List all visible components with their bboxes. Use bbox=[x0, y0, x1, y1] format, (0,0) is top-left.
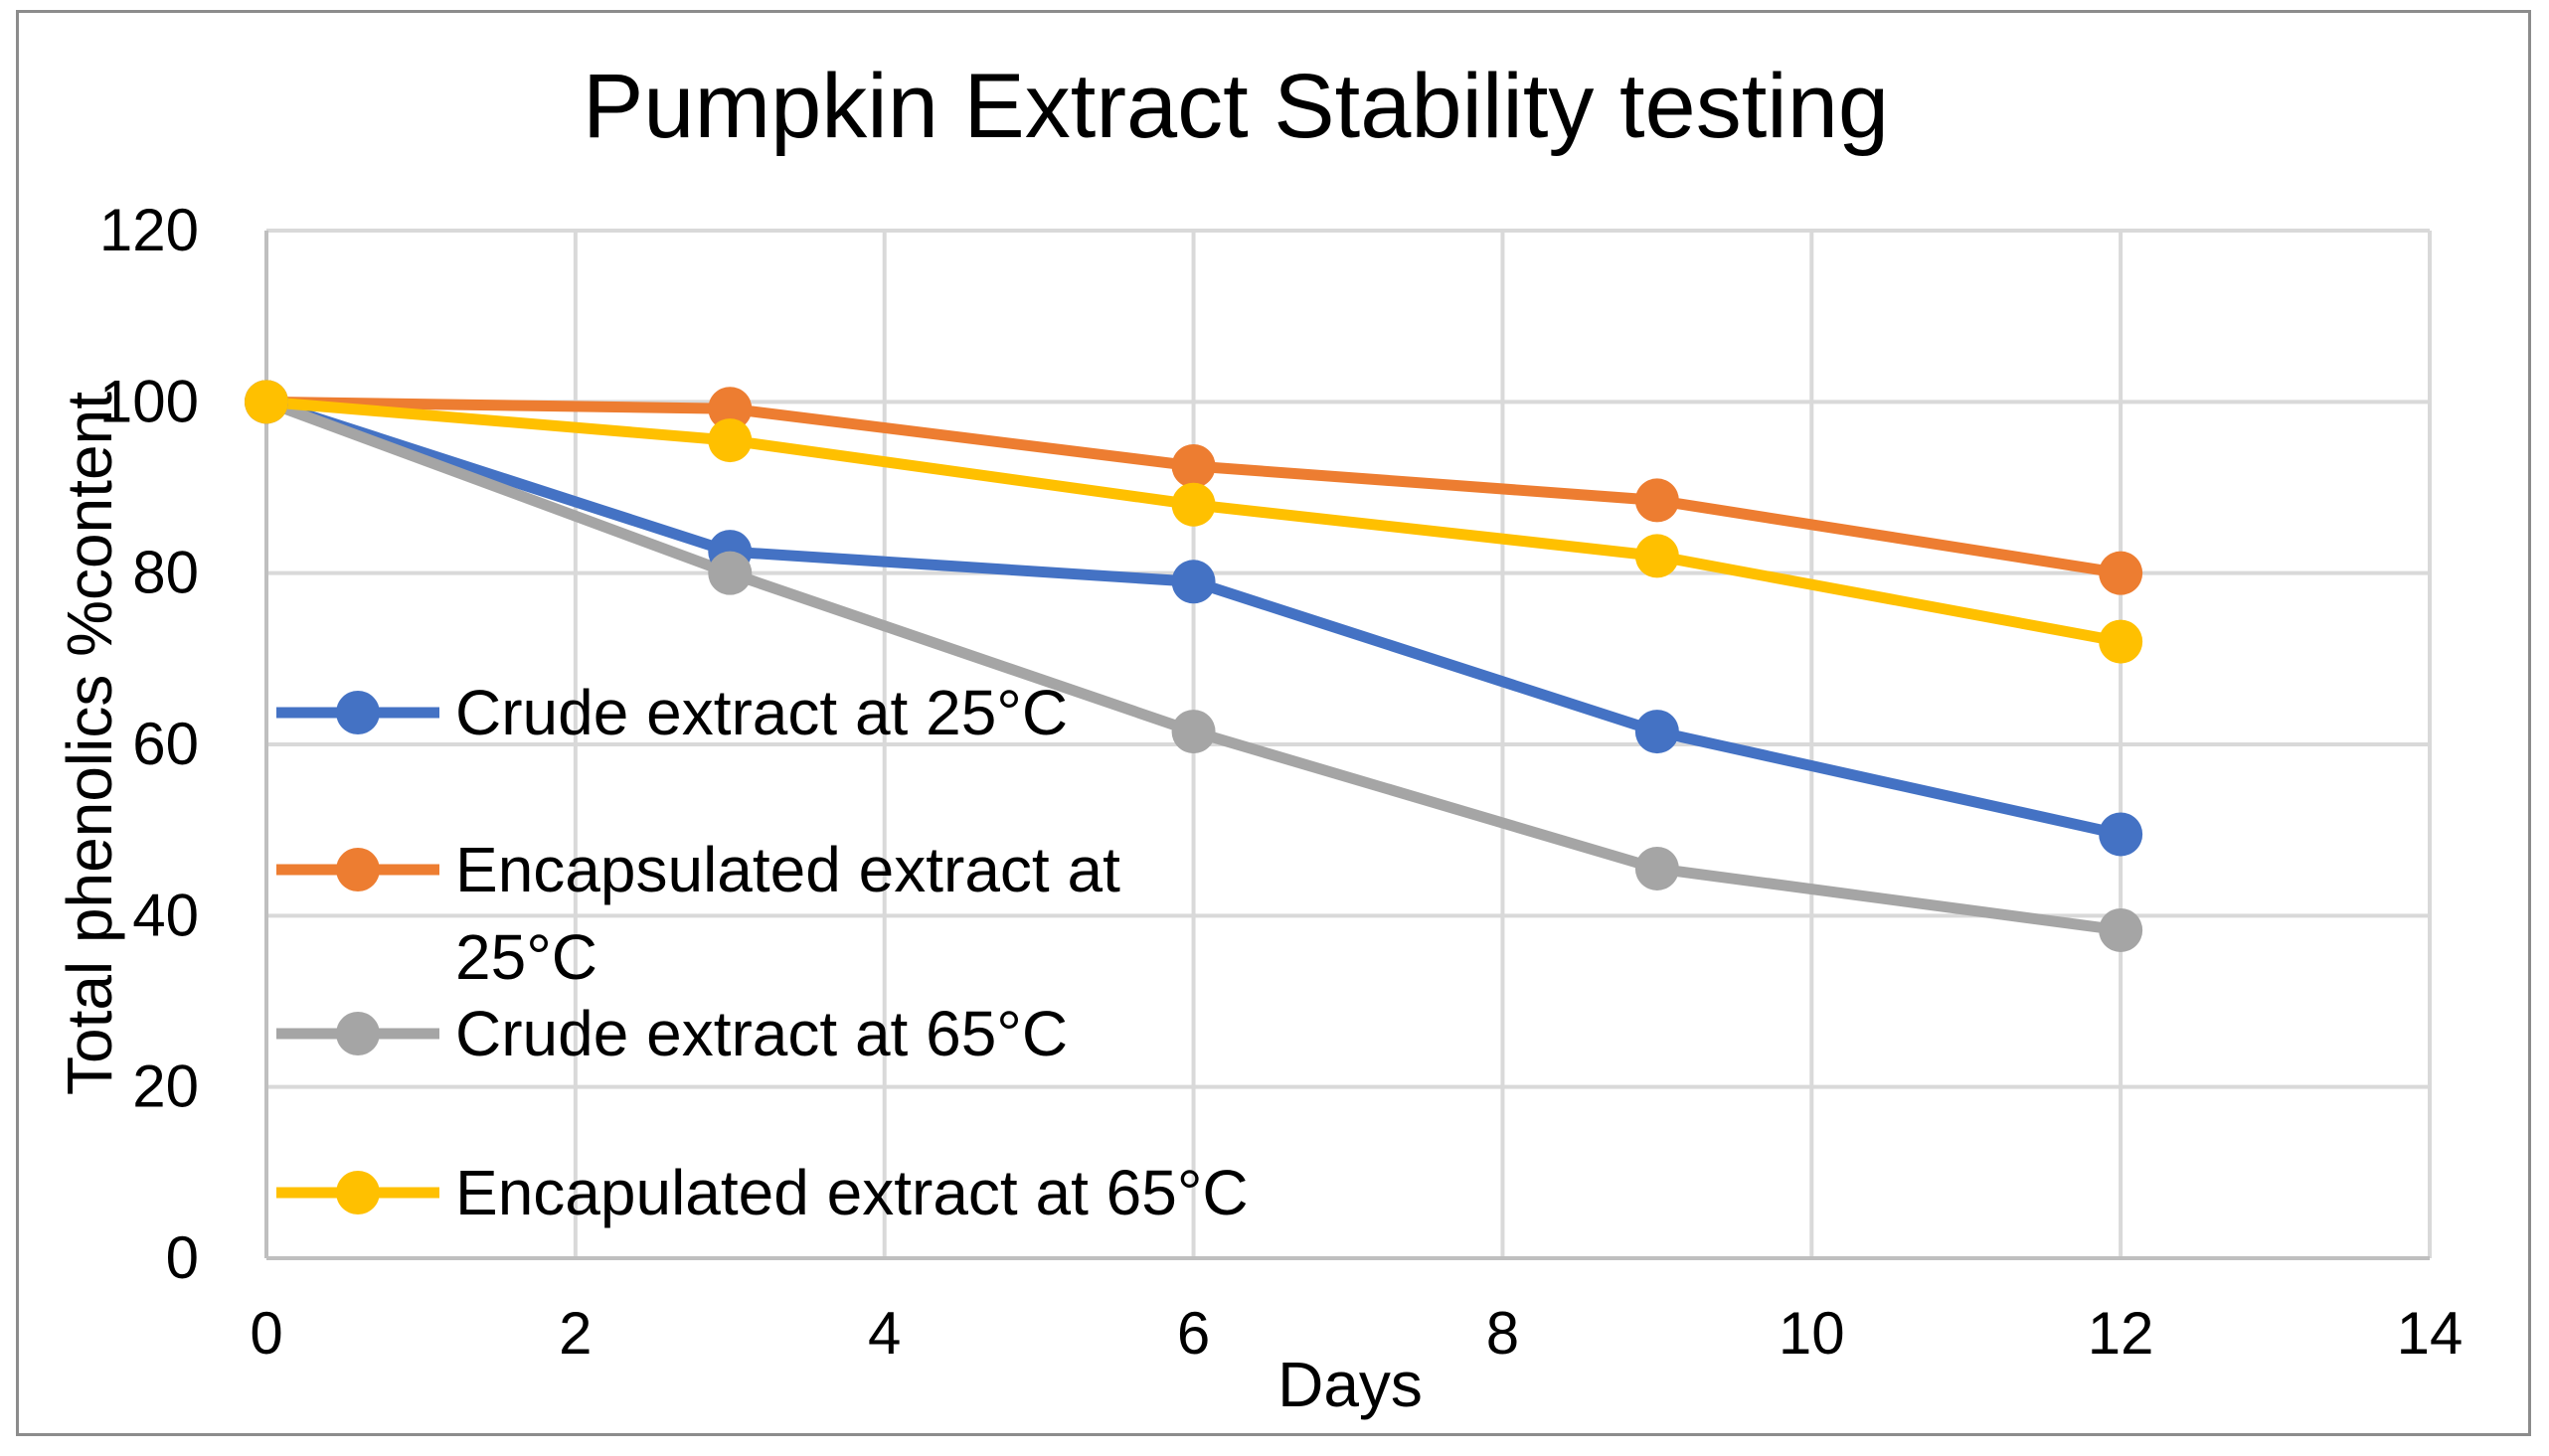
series-1-point bbox=[1171, 560, 1216, 604]
legend: Crude extract at 25°C Encapsulated extrac… bbox=[276, 677, 1249, 1228]
x-axis-label: Days bbox=[1277, 1349, 1423, 1420]
legend-swatch-marker bbox=[336, 848, 380, 891]
legend-item: Encapsulated extract at 25°C bbox=[276, 834, 1120, 993]
series-4-point bbox=[2099, 619, 2143, 664]
x-tick-label: 10 bbox=[1779, 1300, 1845, 1367]
series-4-point bbox=[708, 418, 753, 463]
legend-item: Crude extract at 25°C bbox=[276, 677, 1068, 748]
legend-item: Crude extract at 65°C bbox=[276, 998, 1068, 1069]
chart-frame bbox=[16, 10, 2531, 1436]
series-4-point bbox=[245, 380, 288, 424]
series-2-point bbox=[1634, 478, 1679, 523]
series-3-point bbox=[1171, 710, 1216, 754]
legend-swatch-marker bbox=[336, 1171, 380, 1214]
series-3-point bbox=[2099, 907, 2143, 952]
legend-label: Encapulated extract at 65°C bbox=[455, 1157, 1249, 1228]
chart-title: Pumpkin Extract Stability testing bbox=[583, 56, 1889, 157]
x-tick-label: 2 bbox=[559, 1300, 592, 1367]
legend-item: Encapulated extract at 65°C bbox=[276, 1157, 1249, 1228]
legend-swatch-marker bbox=[336, 691, 380, 734]
x-tick-label: 12 bbox=[2088, 1300, 2154, 1367]
x-tick-label: 4 bbox=[868, 1300, 901, 1367]
series bbox=[245, 380, 2143, 952]
y-tick-label: 120 bbox=[99, 197, 199, 263]
tick-labels: 0 20 40 60 80 100 120 0 2 4 6 8 10 12 14 bbox=[99, 197, 2463, 1367]
x-tick-label: 14 bbox=[2397, 1300, 2464, 1367]
series-2-point bbox=[2099, 551, 2143, 595]
series-1-point bbox=[2099, 812, 2143, 857]
series-4-point bbox=[1634, 534, 1679, 578]
legend-label: Encapsulated extract at 25°C bbox=[455, 834, 1120, 993]
y-tick-label: 80 bbox=[132, 540, 199, 606]
x-tick-label: 8 bbox=[1486, 1300, 1519, 1367]
y-tick-label: 100 bbox=[99, 368, 199, 434]
series-3-point bbox=[708, 551, 753, 595]
x-tick-label: 6 bbox=[1177, 1300, 1210, 1367]
legend-swatch-marker bbox=[336, 1012, 380, 1055]
series-2-point bbox=[708, 387, 753, 431]
x-tick-label: 0 bbox=[250, 1300, 282, 1367]
y-tick-label: 20 bbox=[132, 1053, 199, 1120]
series-3-point bbox=[1634, 846, 1679, 890]
y-tick-label: 0 bbox=[166, 1224, 199, 1291]
legend-label: Crude extract at 65°C bbox=[455, 998, 1068, 1069]
series-1-point bbox=[1634, 710, 1679, 754]
series-4-point bbox=[1171, 482, 1216, 527]
legend-label: Crude extract at 25°C bbox=[455, 677, 1068, 748]
y-tick-label: 60 bbox=[132, 711, 199, 777]
series-2-point bbox=[1171, 443, 1216, 488]
y-tick-label: 40 bbox=[132, 882, 199, 948]
y-axis-label: Total phenolics %content bbox=[54, 392, 125, 1095]
